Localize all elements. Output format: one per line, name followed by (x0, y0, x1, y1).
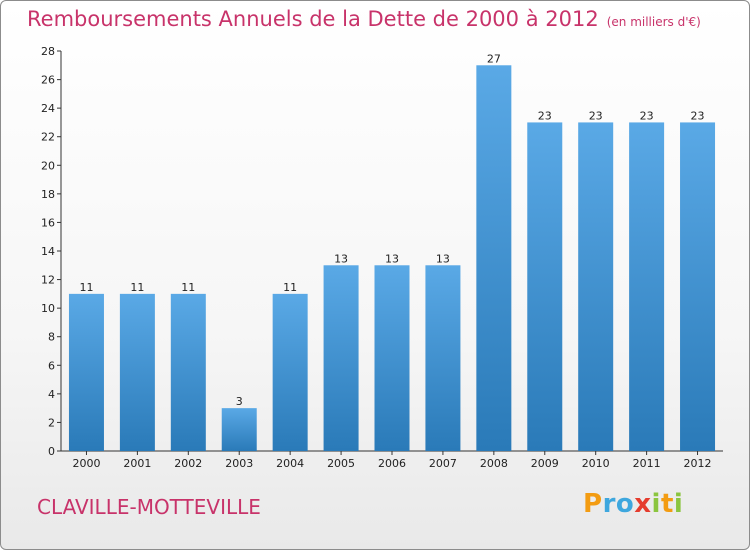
bar (170, 293, 206, 451)
data-label: 3 (236, 395, 243, 408)
x-tick-label: 2002 (174, 457, 202, 470)
y-tick-label: 10 (41, 302, 55, 315)
bar (476, 65, 512, 452)
y-tick-label: 6 (48, 359, 55, 372)
x-tick-label: 2005 (327, 457, 355, 470)
bar (323, 265, 359, 451)
x-tick-label: 2008 (480, 457, 508, 470)
x-tick-label: 2006 (378, 457, 406, 470)
y-tick-label: 18 (41, 188, 55, 201)
bars (68, 65, 716, 452)
x-tick-label: 2009 (531, 457, 559, 470)
y-tick-label: 24 (41, 102, 55, 115)
chart-title-main: Remboursements Annuels de la Dette de 20… (27, 7, 599, 31)
bar (680, 122, 716, 451)
data-label: 27 (487, 52, 501, 65)
y-tick-label: 22 (41, 131, 55, 144)
bar (374, 265, 410, 451)
logo-letter: P (583, 489, 603, 519)
data-label: 23 (538, 109, 552, 122)
x-tick-label: 2003 (225, 457, 253, 470)
data-label: 11 (283, 281, 297, 294)
labels: 2000 11 2001 11 2002 11 2003 3 2004 11 2005 13 2006 1… (72, 52, 711, 470)
logo-letter: i (673, 489, 684, 519)
data-label: 23 (691, 109, 705, 122)
bar (527, 122, 563, 451)
chart-title: Remboursements Annuels de la Dette de 20… (27, 7, 701, 31)
data-label: 13 (334, 252, 348, 265)
y-tick-label: 28 (41, 45, 55, 58)
x-tick-label: 2010 (582, 457, 610, 470)
x-tick-label: 2004 (276, 457, 304, 470)
data-label: 13 (385, 252, 399, 265)
bar (425, 265, 461, 451)
y-tick-label: 8 (48, 331, 55, 344)
proxiti-logo: Proxiti (583, 489, 683, 519)
data-label: 23 (640, 109, 654, 122)
data-label: 13 (436, 252, 450, 265)
logo-letter: i (651, 489, 661, 519)
bar (272, 293, 308, 451)
data-label: 11 (130, 281, 144, 294)
y-tick-label: 12 (41, 274, 55, 287)
y-tick-label: 14 (41, 245, 55, 258)
y-tick-label: 20 (41, 159, 55, 172)
bar (629, 122, 665, 451)
x-tick-label: 2011 (633, 457, 661, 470)
x-tick-label: 2007 (429, 457, 457, 470)
city-name: CLAVILLE-MOTTEVILLE (37, 495, 261, 519)
logo-letter: t (660, 489, 674, 519)
y-tick-label: 4 (48, 388, 55, 401)
data-label: 23 (589, 109, 603, 122)
bar (221, 408, 257, 451)
bar (119, 293, 155, 451)
logo-letter: o (615, 489, 635, 519)
data-label: 11 (181, 281, 195, 294)
y-tick-label: 26 (41, 74, 55, 87)
data-label: 11 (79, 281, 93, 294)
logo-letter: r (602, 489, 616, 519)
bar (68, 293, 104, 451)
y-tick-label: 16 (41, 216, 55, 229)
y-tick-label: 2 (48, 416, 55, 429)
x-tick-label: 2012 (684, 457, 712, 470)
x-tick-label: 2000 (72, 457, 100, 470)
bar (578, 122, 614, 451)
chart-title-unit: (en milliers d'€) (606, 15, 701, 29)
y-tick-label: 0 (48, 445, 55, 458)
logo-letter: x (634, 489, 652, 519)
x-tick-label: 2001 (123, 457, 151, 470)
